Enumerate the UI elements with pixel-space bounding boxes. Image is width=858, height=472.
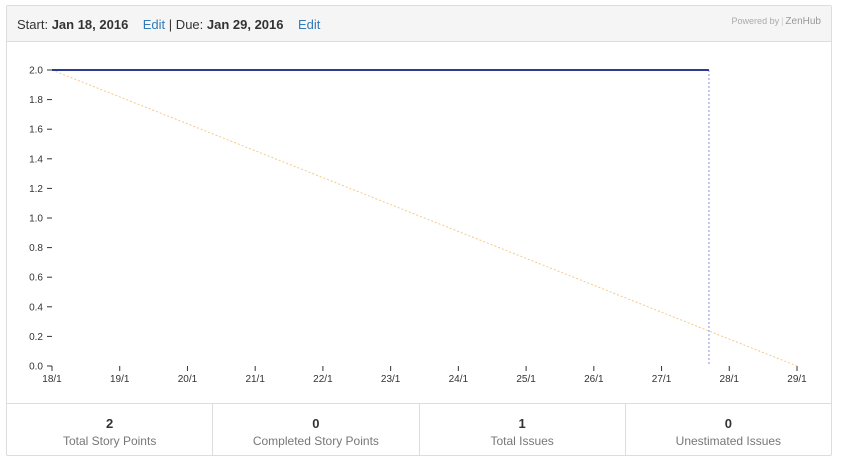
stat-value: 0 bbox=[312, 416, 320, 431]
y-tick-label: 0.6 bbox=[29, 273, 43, 284]
x-tick-label: 19/1 bbox=[110, 374, 130, 385]
y-tick-label: 0.8 bbox=[29, 243, 43, 254]
stat-label: Completed Story Points bbox=[252, 434, 379, 448]
y-tick-label: 1.6 bbox=[29, 125, 43, 136]
panel-header: Start: Jan 18, 2016 Edit | Due: Jan 29, … bbox=[7, 6, 831, 42]
x-tick-label: 20/1 bbox=[178, 374, 198, 385]
due-date: Jan 29, 2016 bbox=[206, 17, 284, 32]
y-tick-label: 0.2 bbox=[29, 332, 43, 343]
zenhub-logo: ZenHub bbox=[785, 16, 821, 27]
powered-separator: | bbox=[781, 16, 784, 26]
x-tick-label: 28/1 bbox=[720, 374, 740, 385]
y-tick-label: 2.0 bbox=[29, 66, 43, 77]
x-tick-label: 24/1 bbox=[449, 374, 469, 385]
y-tick-label: 0.0 bbox=[29, 362, 43, 373]
stat-value: 0 bbox=[724, 416, 732, 431]
x-tick-label: 22/1 bbox=[313, 374, 333, 385]
start-prefix: Start: bbox=[17, 17, 52, 32]
y-tick-label: 0.4 bbox=[29, 302, 43, 313]
stat-total-story-points: 2 Total Story Points bbox=[7, 404, 214, 455]
stat-label: Unestimated Issues bbox=[675, 434, 782, 448]
stat-total-issues: 1 Total Issues bbox=[420, 404, 626, 455]
powered-by[interactable]: Powered by | ZenHub bbox=[732, 16, 821, 27]
stat-value: 2 bbox=[106, 416, 114, 431]
x-tick-label: 21/1 bbox=[245, 374, 265, 385]
due-prefix: Due: bbox=[172, 17, 207, 32]
powered-by-text: Powered by bbox=[731, 16, 780, 26]
burndown-chart: 0.0 0.2 0.4 0.6 0.8 1.0 1.2 1.4 1.6 1.8 2.0 18/1 19/… bbox=[29, 66, 807, 386]
y-tick-label: 1.8 bbox=[29, 95, 43, 106]
ideal-line bbox=[51, 69, 798, 367]
stat-value: 1 bbox=[518, 416, 526, 431]
x-tick-label: 18/1 bbox=[42, 374, 62, 385]
y-tick-label: 1.4 bbox=[29, 154, 43, 165]
milestone-dates: Start: Jan 18, 2016 Edit | Due: Jan 29, … bbox=[17, 17, 320, 33]
start-date: Jan 18, 2016 bbox=[51, 17, 129, 32]
stat-label: Total Issues bbox=[490, 434, 554, 448]
y-tick-label: 1.0 bbox=[29, 214, 43, 225]
stat-unestimated-issues: 0 Unestimated Issues bbox=[626, 404, 831, 455]
stat-completed-story-points: 0 Completed Story Points bbox=[213, 404, 420, 455]
y-tick-label: 1.2 bbox=[29, 184, 43, 195]
x-tick-label: 27/1 bbox=[652, 374, 672, 385]
x-tick-label: 29/1 bbox=[787, 374, 807, 385]
stat-label: Total Story Points bbox=[62, 434, 157, 448]
x-tick-label: 23/1 bbox=[381, 374, 401, 385]
stats-bar: 2 Total Story Points 0 Completed Story P… bbox=[7, 403, 831, 455]
x-tick-label: 25/1 bbox=[516, 374, 536, 385]
edit-due-link[interactable]: Edit bbox=[297, 17, 321, 32]
date-separator: | bbox=[168, 17, 173, 32]
edit-start-link[interactable]: Edit bbox=[142, 17, 166, 32]
burndown-panel: Start: Jan 18, 2016 Edit | Due: Jan 29, … bbox=[6, 5, 832, 456]
x-tick-label: 26/1 bbox=[584, 374, 604, 385]
